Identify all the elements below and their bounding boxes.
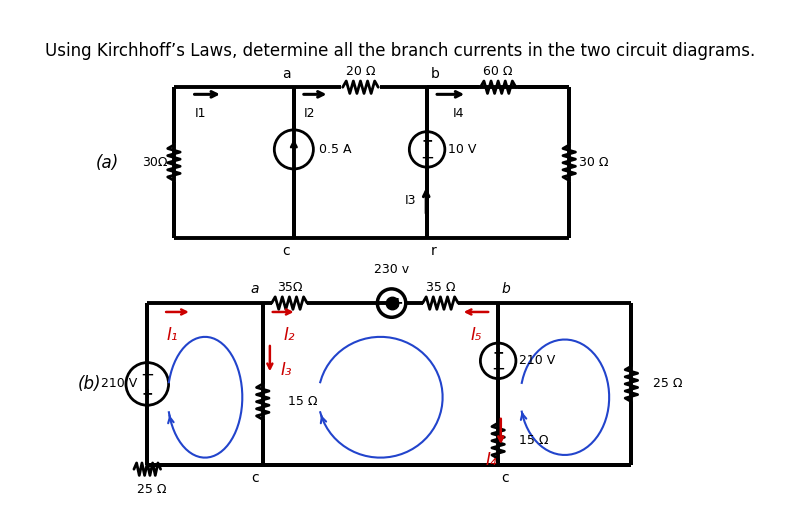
- Text: I1: I1: [195, 107, 207, 120]
- Text: 25 Ω: 25 Ω: [653, 378, 682, 390]
- Text: 30 Ω: 30 Ω: [579, 156, 609, 169]
- Text: +: +: [421, 135, 433, 148]
- Text: 10 V: 10 V: [449, 143, 477, 156]
- Text: 210 V: 210 V: [101, 378, 137, 390]
- Text: 30Ω: 30Ω: [142, 156, 167, 169]
- Text: 20 Ω: 20 Ω: [346, 65, 375, 78]
- Text: 210 V: 210 V: [520, 354, 556, 367]
- Text: Using Kirchhoff’s Laws, determine all the branch currents in the two circuit dia: Using Kirchhoff’s Laws, determine all th…: [46, 42, 755, 60]
- Text: a: a: [251, 282, 260, 296]
- Text: 0.5 A: 0.5 A: [319, 143, 351, 156]
- Text: +: +: [142, 386, 153, 401]
- Text: r: r: [431, 244, 437, 259]
- Text: I₄: I₄: [485, 451, 497, 469]
- Text: I3: I3: [405, 194, 417, 208]
- Text: +: +: [493, 346, 504, 360]
- Text: I₂: I₂: [284, 326, 295, 344]
- Text: c: c: [501, 471, 509, 485]
- Text: c: c: [252, 471, 260, 485]
- Text: I₅: I₅: [470, 326, 481, 344]
- Text: 60 Ω: 60 Ω: [483, 65, 513, 78]
- Text: c: c: [283, 244, 290, 259]
- Text: a: a: [282, 67, 290, 81]
- Text: 35 Ω: 35 Ω: [425, 281, 455, 294]
- Text: I₁: I₁: [167, 326, 178, 344]
- Text: −: −: [380, 294, 393, 312]
- Text: b: b: [501, 282, 510, 296]
- Text: −: −: [491, 360, 505, 378]
- Text: I4: I4: [453, 107, 464, 120]
- Text: (a): (a): [95, 154, 119, 172]
- Text: −: −: [421, 148, 434, 166]
- Text: 15 Ω: 15 Ω: [520, 434, 549, 447]
- Text: −: −: [140, 365, 155, 383]
- Text: +: +: [391, 296, 403, 310]
- Text: I2: I2: [304, 107, 316, 120]
- Text: 25 Ω: 25 Ω: [137, 483, 167, 495]
- Text: 15 Ω: 15 Ω: [288, 395, 317, 408]
- Text: (b): (b): [78, 375, 101, 393]
- Text: 35Ω: 35Ω: [276, 281, 302, 294]
- Text: 230 v: 230 v: [374, 263, 409, 277]
- Text: b: b: [431, 67, 440, 81]
- Text: I₃: I₃: [280, 361, 292, 379]
